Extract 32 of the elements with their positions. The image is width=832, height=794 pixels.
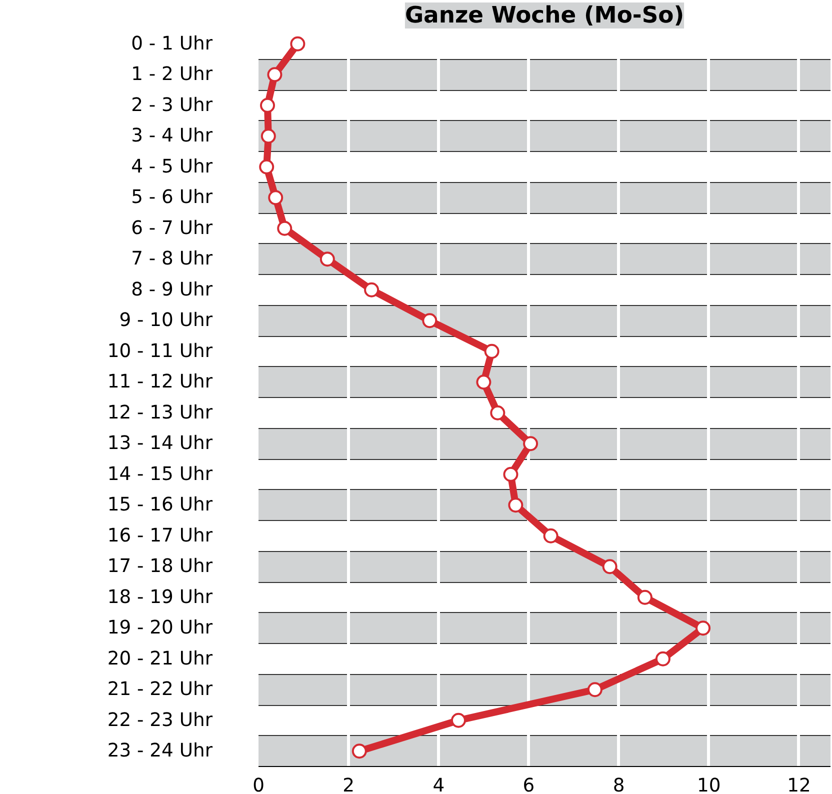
y-tick-label: 17 - 18 Uhr	[107, 556, 213, 578]
y-tick-label: 10 - 11 Uhr	[107, 340, 213, 362]
y-tick-label: 6 - 7 Uhr	[131, 218, 213, 239]
y-tick-label: 18 - 19 Uhr	[107, 586, 213, 608]
y-tick-label: 16 - 17 Uhr	[107, 525, 213, 546]
x-tick-label: 12	[787, 776, 811, 794]
y-tick-label: 8 - 9 Uhr	[131, 279, 213, 300]
y-tick-label: 5 - 6 Uhr	[131, 187, 213, 208]
y-tick-label: 14 - 15 Uhr	[107, 464, 213, 485]
y-tick-label: 0 - 1 Uhr	[131, 33, 213, 54]
y-tick-label: 12 - 13 Uhr	[107, 402, 213, 424]
y-tick-label: 13 - 14 Uhr	[107, 433, 213, 454]
y-tick-label: 15 - 16 Uhr	[107, 494, 213, 516]
y-tick-label: 7 - 8 Uhr	[131, 248, 213, 270]
y-tick-label: 20 - 21 Uhr	[107, 648, 213, 670]
y-tick-label: 11 - 12 Uhr	[107, 372, 213, 393]
x-tick-label: 2	[342, 776, 355, 794]
x-tick-label: 10	[697, 776, 721, 794]
y-tick-label: 4 - 5 Uhr	[131, 156, 213, 178]
y-tick-label: 2 - 3 Uhr	[131, 94, 213, 116]
x-tick-label: 4	[432, 776, 445, 794]
y-tick-label: 3 - 4 Uhr	[131, 126, 213, 147]
chart-title: Ganze Woche (Mo-So)	[404, 2, 684, 28]
y-tick-label: 1 - 2 Uhr	[131, 64, 213, 86]
y-tick-label: 23 - 24 Uhr	[107, 740, 213, 762]
y-tick-label: 22 - 23 Uhr	[107, 710, 213, 731]
y-tick-label: 9 - 10 Uhr	[119, 310, 213, 332]
x-tick-label: 8	[612, 776, 625, 794]
y-tick-label: 19 - 20 Uhr	[107, 618, 213, 639]
x-tick-label: 0	[252, 776, 264, 794]
y-tick-label: 21 - 22 Uhr	[107, 679, 213, 700]
x-tick-label: 6	[522, 776, 535, 794]
